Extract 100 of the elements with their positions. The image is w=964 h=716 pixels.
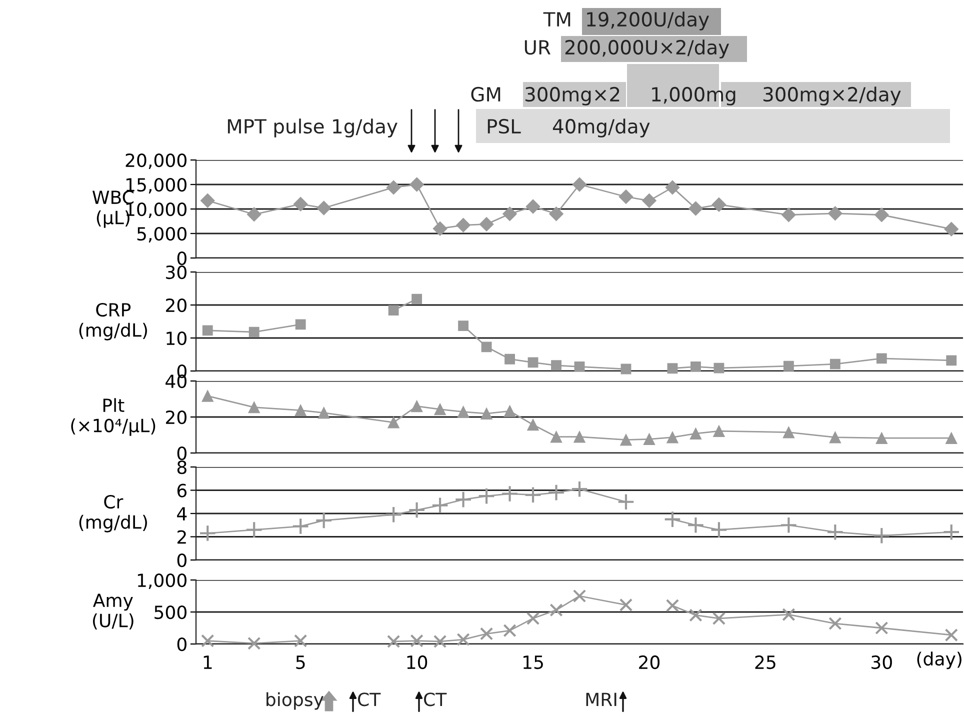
point [200, 193, 215, 208]
x-tick-label: 10 [407, 655, 428, 670]
point [688, 201, 703, 216]
y-tick-label: 0 [177, 553, 186, 568]
point [246, 207, 262, 222]
text: 19,200U/day [587, 12, 710, 30]
y-tick-label: 1,000 [138, 573, 186, 589]
point [876, 432, 888, 444]
point [550, 430, 562, 443]
text: 1,000mg [652, 86, 736, 106]
point [292, 518, 310, 535]
point [454, 490, 472, 508]
y-tick-label: 0 [177, 446, 186, 460]
point [408, 501, 426, 519]
point [480, 408, 492, 420]
text: biopsy [266, 692, 324, 710]
y-tick-label: 30 [166, 265, 186, 280]
point [318, 406, 330, 419]
text: MRI [586, 692, 616, 706]
x-tick-label: 5 [296, 656, 305, 670]
point [944, 628, 958, 642]
y-tick-label: 4 [177, 507, 187, 520]
point [504, 354, 515, 364]
point [412, 294, 422, 304]
y-tick-label: 6 [177, 484, 187, 498]
point [549, 206, 564, 222]
point [550, 603, 563, 617]
point [433, 634, 447, 648]
point [690, 362, 701, 372]
point [479, 216, 494, 232]
y-axis-title: Cr (mg/dL) [79, 494, 147, 532]
point [245, 521, 263, 538]
point [384, 506, 402, 524]
point [667, 363, 678, 374]
point [480, 627, 494, 640]
point [666, 431, 678, 444]
y-tick-label: 20,000 [126, 153, 186, 169]
point [617, 493, 635, 511]
point [528, 357, 538, 368]
point [431, 496, 449, 514]
point [710, 521, 728, 538]
point [570, 480, 588, 498]
text: CT [424, 692, 447, 706]
point [481, 342, 492, 352]
point [248, 326, 260, 338]
point [828, 616, 842, 630]
point [782, 426, 795, 438]
point [620, 434, 632, 446]
point [713, 425, 725, 437]
point [712, 197, 726, 212]
point [643, 433, 656, 446]
point [526, 199, 540, 214]
y-tick-label: 5,000 [137, 226, 186, 242]
point [712, 612, 726, 625]
text: 40mg/day [552, 118, 650, 138]
point [410, 177, 424, 192]
point [829, 431, 842, 444]
point [781, 208, 796, 222]
point [456, 218, 471, 232]
point [504, 405, 516, 417]
point [572, 177, 587, 192]
point [872, 526, 890, 544]
point [689, 608, 702, 622]
point [386, 180, 401, 195]
x-tick-label: 15 [524, 656, 543, 670]
point [457, 406, 470, 418]
text: PSL [488, 118, 521, 134]
point [388, 416, 400, 428]
point [946, 355, 957, 366]
point [410, 400, 423, 412]
point [295, 319, 306, 330]
point [202, 325, 213, 336]
x-axis-title: (day) [917, 652, 962, 670]
point [248, 401, 260, 414]
point [574, 430, 586, 443]
point [874, 208, 889, 222]
point [294, 404, 306, 416]
point [830, 358, 840, 370]
point [826, 523, 844, 541]
x-tick-label: 1 [204, 656, 212, 669]
point [783, 360, 794, 372]
point [501, 485, 518, 502]
y-tick-label: 2 [178, 530, 186, 544]
point [315, 512, 333, 530]
point [502, 206, 517, 222]
y-axis-title: Amy (U/L) [92, 594, 134, 630]
point [526, 612, 540, 625]
point [458, 320, 468, 331]
point [780, 516, 798, 534]
y-tick-label: 20 [166, 410, 186, 424]
point [619, 598, 633, 612]
point [782, 608, 796, 622]
text: GM [471, 86, 500, 102]
text: 200,000U×2/day [565, 40, 730, 58]
y-tick-label: 0 [177, 251, 186, 266]
point [876, 353, 887, 364]
point [294, 634, 308, 648]
point [875, 621, 888, 635]
y-tick-label: 0 [177, 637, 186, 652]
point [642, 193, 656, 208]
